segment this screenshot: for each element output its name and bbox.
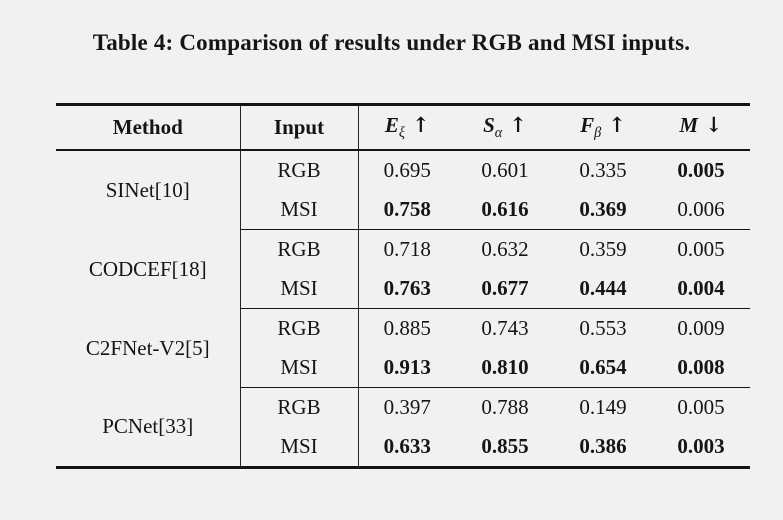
col-header-method: Method (56, 104, 241, 151)
table-row: SINet[10] RGB 0.695 0.601 0.335 0.005 (56, 150, 750, 230)
down-arrow-icon: ↓ (705, 112, 723, 138)
input-cell: RGB (240, 308, 359, 348)
value-cell: 0.004 (652, 269, 750, 309)
input-cell: MSI (240, 269, 359, 309)
value-cell: 0.359 (579, 237, 627, 261)
value-cell: 0.885 (383, 316, 431, 340)
value-cell: 0.369 (554, 190, 652, 230)
value-cell: 0.718 (383, 237, 431, 261)
value-cell: 0.913 (358, 348, 456, 388)
value-cell: 0.654 (554, 348, 652, 388)
header-row: Method Input Eξ ↑ Sα ↑ Fβ ↑ M ↓ (56, 104, 750, 151)
value-cell: 0.444 (554, 269, 652, 309)
col-header-f-beta: Fβ ↑ (554, 104, 652, 151)
col-header-e-xi: Eξ ↑ (358, 104, 456, 151)
method-cell: CODCEF[18] (56, 229, 241, 309)
metric-symbol: Eξ (384, 113, 405, 142)
value-cell: 0.695 (383, 158, 431, 182)
value-cell: 0.601 (481, 158, 529, 182)
input-cell: RGB (240, 387, 359, 427)
value-cell: 0.810 (456, 348, 554, 388)
value-cell: 0.005 (677, 395, 725, 419)
table-row: PCNet[33] RGB 0.397 0.788 0.149 0.005 (56, 387, 750, 468)
method-cell: SINet[10] (56, 150, 241, 230)
input-cell: MSI (240, 190, 359, 230)
value-cell: 0.677 (456, 269, 554, 309)
value-cell: 0.758 (358, 190, 456, 230)
metric-symbol: Fβ (580, 113, 602, 142)
table-row: MSI 0.763 0.677 0.444 0.004 (56, 269, 750, 309)
input-cell: MSI (240, 427, 359, 468)
value-cell: 0.006 (652, 190, 750, 230)
value-cell: 0.335 (579, 158, 627, 182)
method-cell: C2FNet-V2[5] (56, 308, 241, 388)
table-caption: Table 4: Comparison of results under RGB… (92, 30, 691, 55)
table-row: CODCEF[18] RGB 0.718 0.632 0.359 0.005 (56, 229, 750, 309)
value-cell: 0.743 (481, 316, 529, 340)
value-cell: 0.855 (456, 427, 554, 468)
value-cell: 0.005 (677, 237, 725, 261)
value-cell: 0.008 (652, 348, 750, 388)
up-arrow-icon: ↑ (608, 112, 626, 138)
input-cell: MSI (240, 348, 359, 388)
metric-symbol: Sα (483, 113, 503, 142)
up-arrow-icon: ↑ (509, 112, 527, 138)
value-cell: 0.788 (481, 395, 529, 419)
method-cell: PCNet[33] (56, 387, 241, 468)
table-row: MSI 0.758 0.616 0.369 0.006 (56, 190, 750, 230)
value-cell: 0.149 (579, 395, 627, 419)
up-arrow-icon: ↑ (412, 112, 430, 138)
results-table: Method Input Eξ ↑ Sα ↑ Fβ ↑ M ↓ SINet[10] RG… (56, 103, 750, 469)
value-cell: 0.632 (481, 237, 529, 261)
input-cell: RGB (240, 229, 359, 269)
value-cell: 0.386 (554, 427, 652, 468)
col-header-m: M ↓ (652, 104, 750, 151)
value-cell: 0.009 (677, 316, 725, 340)
col-header-s-alpha: Sα ↑ (456, 104, 554, 151)
value-cell: 0.003 (652, 427, 750, 468)
value-cell: 0.553 (579, 316, 627, 340)
table-row: MSI 0.913 0.810 0.654 0.008 (56, 348, 750, 388)
value-cell: 0.397 (383, 395, 431, 419)
input-cell: RGB (240, 150, 359, 190)
value-cell: 0.633 (358, 427, 456, 468)
value-cell: 0.005 (677, 158, 725, 182)
metric-symbol: M (679, 113, 699, 138)
table-row: C2FNet-V2[5] RGB 0.885 0.743 0.553 0.009 (56, 308, 750, 388)
value-cell: 0.763 (358, 269, 456, 309)
col-header-input: Input (240, 104, 359, 151)
value-cell: 0.616 (456, 190, 554, 230)
table-row: MSI 0.633 0.855 0.386 0.003 (56, 427, 750, 468)
